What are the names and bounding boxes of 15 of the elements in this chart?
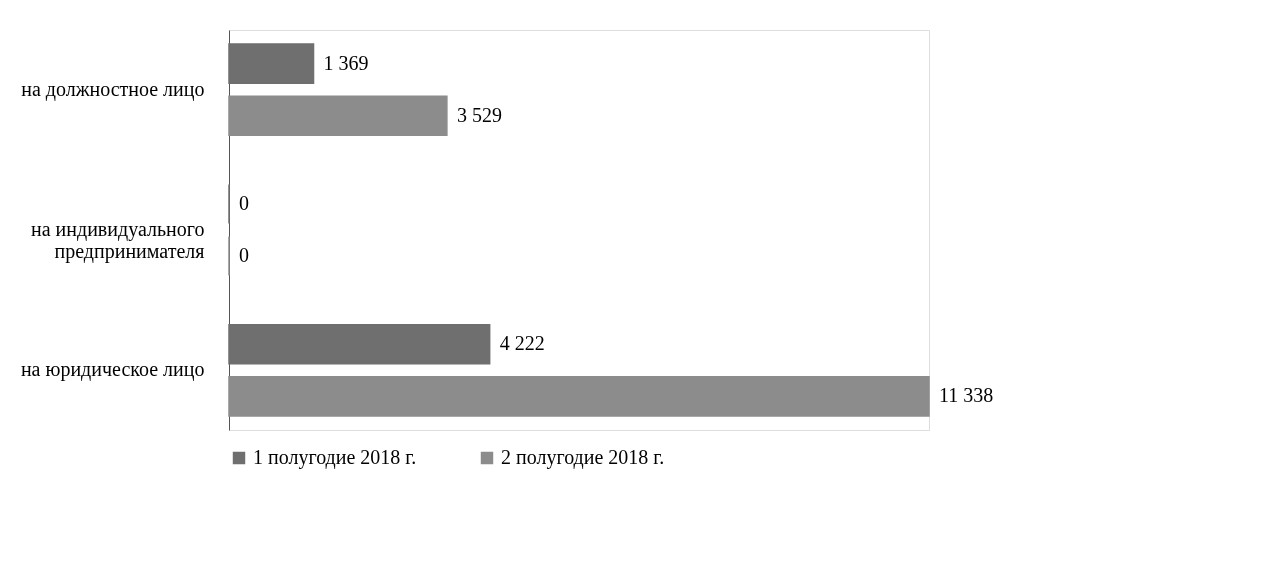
data-label: 0 — [239, 244, 249, 267]
legend-label: 1 полугодие 2018 г. — [253, 446, 417, 469]
y-tick-label: на индивидуального предпринимателя — [31, 218, 205, 263]
y-tick-label: на юридическое лицо — [20, 358, 205, 382]
data-label: 1 369 — [323, 51, 369, 74]
data-label: 4 222 — [499, 332, 545, 355]
bar — [228, 43, 315, 84]
data-label: 3 529 — [456, 103, 502, 126]
bar — [228, 95, 448, 137]
bar — [228, 323, 491, 365]
y-tick-label: на должностное лицо — [21, 77, 205, 101]
bar — [228, 376, 930, 417]
data-label: 0 — [239, 191, 249, 214]
legend-label: 2 полугодие 2018 г. — [501, 446, 665, 469]
data-label: 11 338 — [939, 384, 994, 407]
